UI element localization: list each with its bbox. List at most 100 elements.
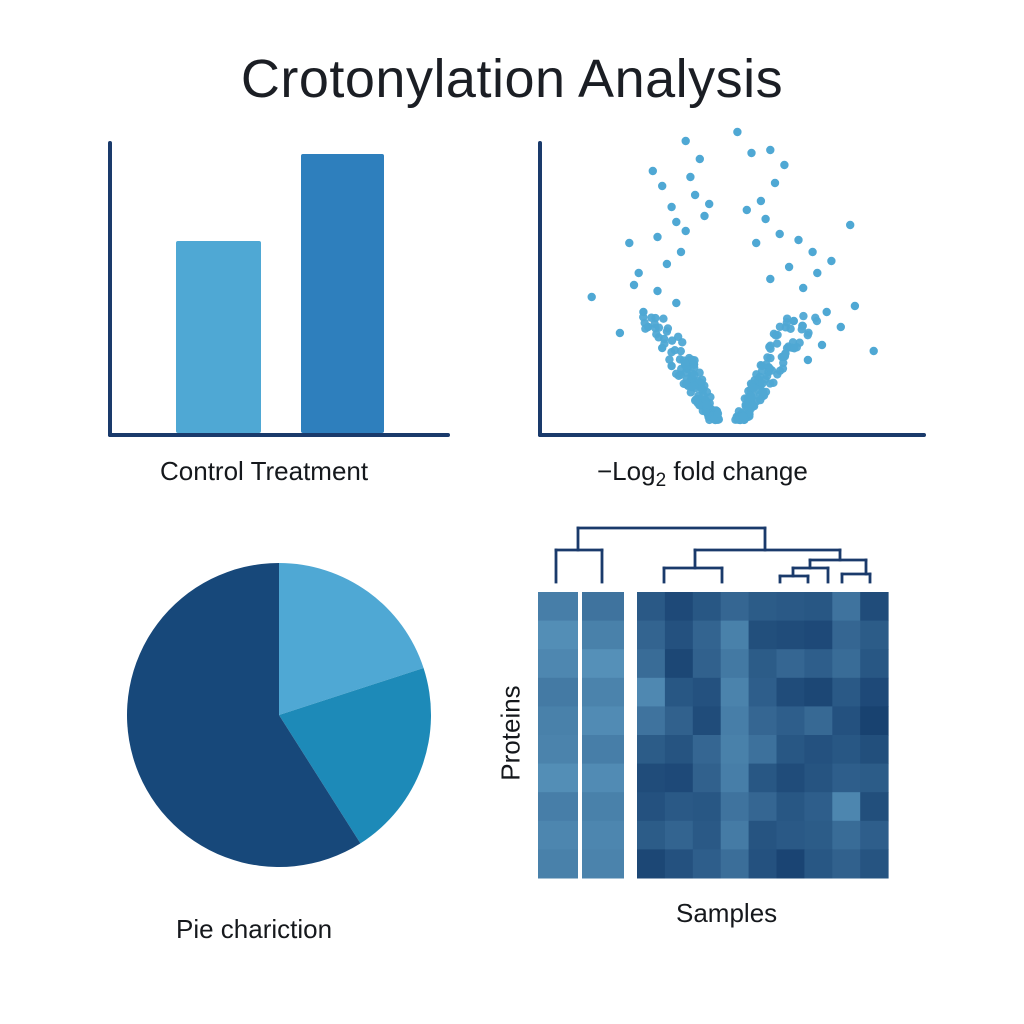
bar-treatment: [301, 154, 384, 433]
volcano-point: [662, 327, 672, 336]
heatmap-cell: [664, 763, 694, 793]
heatmap-cell: [748, 592, 777, 622]
heatmap-cell: [860, 706, 889, 736]
volcano-point: [648, 166, 657, 176]
heatmap-cell: [664, 820, 694, 850]
bar-category-labels: Control Treatment: [160, 456, 369, 486]
volcano-point: [676, 346, 685, 356]
volcano-point: [799, 283, 808, 293]
volcano-point: [651, 323, 660, 333]
heatmap-cell: [692, 792, 722, 822]
volcano-point: [780, 160, 789, 170]
heatmap-cell: [832, 677, 861, 707]
heatmap-cell: [748, 706, 777, 736]
heatmap-cell: [748, 620, 777, 650]
volcano-point: [755, 372, 764, 382]
heatmap-cell: [582, 649, 624, 679]
volcano-point: [653, 232, 662, 242]
volcano-point: [811, 313, 820, 323]
volcano-point: [690, 396, 700, 405]
heatmap-cell: [538, 592, 578, 622]
volcano-point: [786, 324, 795, 334]
heatmap-cell: [860, 763, 889, 793]
heatmap-cell: [582, 620, 624, 650]
heatmap-cell: [832, 849, 861, 879]
volcano-point: [672, 217, 681, 227]
heatmap-cell: [637, 677, 666, 707]
heatmap-cell: [776, 620, 805, 650]
heatmap-cell: [664, 649, 694, 679]
volcano-point: [625, 238, 634, 248]
volcano-point: [660, 339, 669, 348]
heatmap-cell: [538, 677, 578, 707]
bar-control: [176, 241, 261, 433]
heatmap-cell: [637, 763, 666, 793]
heatmap-cell: [832, 706, 861, 736]
volcano-point: [836, 322, 845, 332]
volcano-point: [822, 307, 831, 317]
heatmap-cell: [692, 592, 722, 622]
heatmap-cell: [538, 735, 578, 765]
heatmap-cell: [637, 820, 666, 850]
heatmap-cell: [832, 820, 861, 850]
heatmap-cell: [637, 620, 666, 650]
volcano-point: [705, 199, 714, 209]
heatmap-cell: [832, 592, 861, 622]
volcano-point: [709, 415, 719, 424]
volcano-point: [790, 344, 799, 353]
heatmap-cell: [804, 592, 833, 622]
volcano-point: [674, 371, 683, 381]
volcano-point: [766, 145, 775, 155]
volcano-point: [846, 220, 855, 230]
heatmap-cell: [776, 735, 805, 765]
volcano-point: [680, 358, 690, 368]
heatmap-cell: [720, 592, 750, 622]
volcano-point: [690, 190, 700, 200]
heatmap-cell: [637, 849, 666, 879]
volcano-point: [667, 202, 676, 212]
volcano-point: [665, 355, 674, 364]
heatmap-cell: [582, 849, 624, 879]
heatmap-cell: [720, 649, 750, 679]
heatmap-cell: [860, 677, 889, 707]
volcano-point: [702, 387, 712, 397]
volcano-point: [667, 336, 677, 345]
heatmap-cell: [804, 763, 833, 793]
heatmap-cell: [832, 620, 861, 650]
heatmap-cell: [804, 677, 833, 707]
heatmap-cell: [637, 706, 666, 736]
heatmap-cell: [720, 620, 750, 650]
volcano-point: [770, 178, 780, 188]
volcano-point: [733, 127, 742, 137]
heatmap-cell: [637, 792, 666, 822]
volcano-point: [772, 339, 782, 348]
heatmap-cell: [776, 820, 805, 850]
volcano-point: [758, 379, 767, 388]
volcano-point: [673, 332, 683, 341]
heatmap-cell: [720, 763, 750, 793]
volcano-x-label-suffix: fold change: [666, 456, 808, 486]
heatmap-cell: [748, 735, 777, 765]
heatmap-cell: [582, 677, 624, 707]
volcano-point: [653, 286, 662, 296]
volcano-x-label-prefix: −Log: [597, 456, 656, 486]
volcano-point: [667, 361, 676, 371]
heatmap-cell: [538, 849, 578, 879]
volcano-point: [742, 205, 751, 215]
volcano-point: [681, 136, 690, 146]
heatmap-cell: [538, 620, 578, 650]
volcano-point: [639, 312, 648, 322]
pie-caption: Pie chariction: [176, 914, 333, 944]
volcano-point: [747, 392, 756, 401]
heatmap-cell: [776, 706, 805, 736]
volcano-point: [827, 256, 836, 266]
pie-slice-1: [279, 563, 424, 715]
heatmap-cell: [776, 677, 805, 707]
heatmap-cell: [538, 820, 578, 850]
volcano-point: [687, 382, 696, 392]
heatmap-cell: [720, 735, 750, 765]
heatmap-cell: [664, 849, 694, 879]
volcano-point: [752, 238, 761, 248]
heatmap-cell: [804, 649, 833, 679]
